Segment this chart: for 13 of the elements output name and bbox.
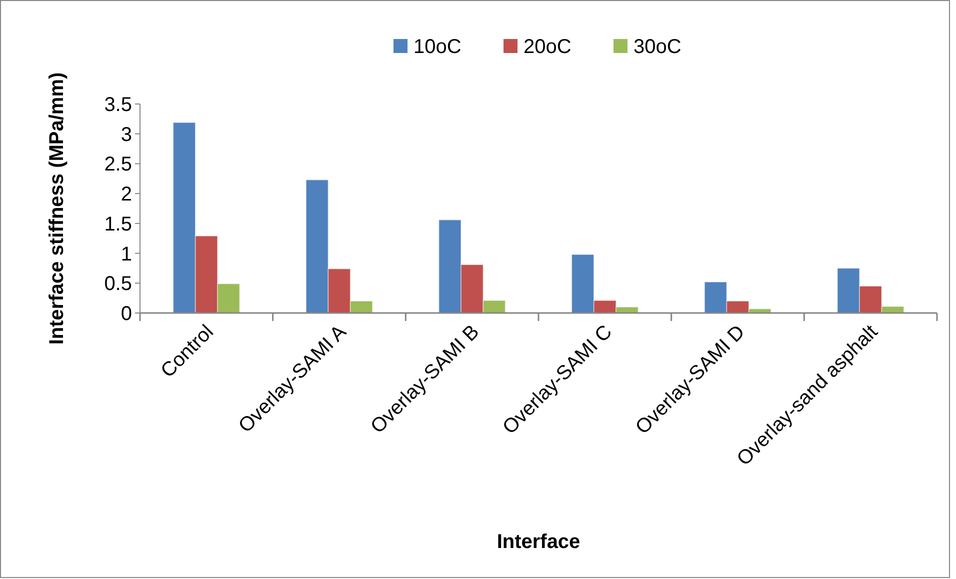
y-tick-label: 2.5	[104, 154, 132, 176]
y-tick-label: 0	[120, 303, 132, 325]
y-tick-label: 1.5	[104, 213, 132, 236]
legend-label: 10oC	[414, 36, 462, 58]
y-tick-label: 3	[120, 124, 132, 146]
x-axis-title: Interface	[496, 531, 580, 553]
legend-label: 30oC	[634, 36, 682, 58]
legend-label: 20oC	[524, 36, 572, 58]
y-tick-label: 3.5	[104, 94, 132, 116]
y-tick-label: 1	[120, 243, 132, 266]
y-axis-title: Interface stiffness (MPa/mm)	[46, 72, 68, 345]
y-tick-label: 0.5	[104, 273, 132, 296]
y-tick-label: 2	[120, 184, 132, 206]
